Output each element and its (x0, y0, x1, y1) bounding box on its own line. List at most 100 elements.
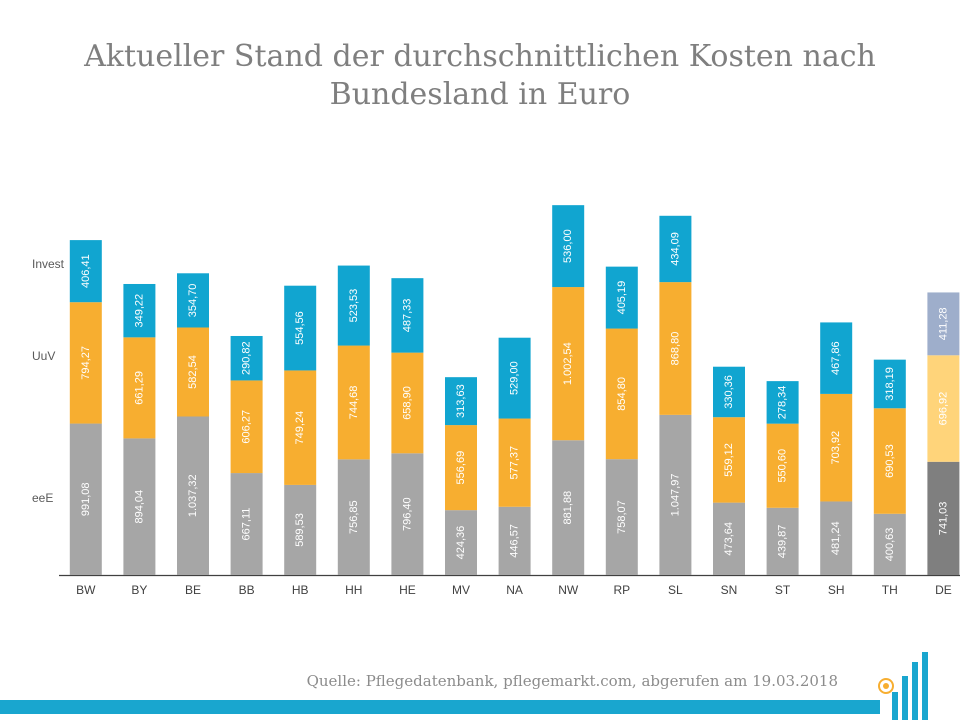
data-label-eee-rp: 758,07 (616, 500, 628, 534)
bar-eee-st (766, 507, 799, 575)
bar-eee-be (177, 416, 209, 575)
data-label-uuv-mv: 556,69 (455, 451, 467, 485)
data-label-uuv-be: 582,54 (187, 355, 199, 389)
bar-invest-na (498, 337, 531, 419)
x-tick-label-de: DE (935, 583, 952, 597)
bar-eee-mv (445, 510, 477, 575)
chart-title: Aktueller Stand der durchschnittlichen K… (0, 38, 960, 114)
bar-eee-he (391, 453, 424, 575)
x-tick-label-by: BY (131, 583, 147, 597)
bar-invest-de (927, 292, 960, 356)
x-tick-label-bw: BW (76, 583, 96, 597)
bar-uuv-sl (659, 282, 692, 415)
bar-eee-sh (820, 501, 853, 575)
data-label-uuv-th: 690,53 (884, 444, 896, 478)
bar-invest-th (873, 359, 906, 409)
x-tick-label-sh: SH (828, 583, 845, 597)
data-label-eee-by: 894,04 (133, 490, 145, 524)
data-label-invest-sh: 467,86 (830, 341, 842, 375)
data-label-eee-mv: 424,36 (455, 526, 467, 560)
data-label-invest-rp: 405,19 (616, 281, 628, 315)
x-tick-label-th: TH (882, 583, 898, 597)
bar-eee-bb (230, 473, 263, 575)
bar-invest-by (123, 283, 156, 338)
data-label-eee-hh: 756,85 (348, 500, 360, 534)
data-label-invest-hb: 554,56 (294, 311, 306, 345)
data-label-eee-nw: 881,88 (562, 491, 574, 525)
bar-invest-st (766, 381, 799, 424)
x-tick-label-rp: RP (613, 583, 630, 597)
data-label-invest-sn: 330,36 (723, 375, 735, 409)
data-label-uuv-rp: 854,80 (616, 377, 628, 411)
bar-uuv-be (177, 327, 209, 417)
data-label-eee-bw: 991,08 (80, 482, 92, 516)
bar-invest-bw (69, 240, 102, 303)
data-label-eee-bb: 667,11 (241, 508, 253, 541)
data-label-invest-de: 411,28 (937, 307, 949, 340)
bar-eee-hh (337, 459, 370, 575)
bar-eee-nw (552, 440, 585, 575)
data-label-uuv-hb: 749,24 (294, 411, 306, 445)
chart-title-line-1: Aktueller Stand der durchschnittlichen K… (84, 39, 876, 74)
data-label-eee-sh: 481,24 (830, 521, 842, 555)
data-label-invest-be: 354,70 (187, 284, 199, 318)
data-label-uuv-de: 696,92 (937, 392, 949, 426)
data-label-uuv-nw: 1.002,54 (562, 342, 574, 385)
data-label-uuv-st: 550,60 (777, 449, 789, 483)
data-label-eee-st: 439,87 (777, 525, 789, 559)
bar-invest-sl (659, 215, 692, 283)
data-label-uuv-sl: 868,80 (669, 332, 681, 366)
data-label-invest-st: 278,34 (777, 386, 789, 420)
bar-uuv-bw (69, 302, 102, 424)
bar-uuv-hb (284, 370, 317, 485)
x-tick-label-sl: SL (668, 583, 683, 597)
data-label-invest-sl: 434,09 (669, 232, 681, 266)
x-tick-label-bb: BB (239, 583, 255, 597)
data-label-uuv-he: 658,90 (401, 386, 413, 420)
legend-label-eee: eeE (32, 491, 53, 505)
data-label-invest-th: 318,19 (884, 367, 896, 401)
bar-uuv-nw (552, 287, 585, 441)
bar-uuv-na (498, 418, 531, 507)
data-label-eee-sl: 1.047,97 (669, 474, 681, 517)
x-tick-label-nw: NW (558, 583, 579, 597)
brand-logo-icon (878, 652, 928, 720)
bar-uuv-st (766, 423, 799, 508)
bar-eee-th (873, 513, 906, 575)
data-label-invest-by: 349,22 (133, 294, 145, 328)
bar-uuv-sn (713, 417, 745, 503)
data-label-invest-mv: 313,63 (455, 384, 467, 418)
bar-invest-hh (337, 265, 370, 346)
bar-eee-sl (659, 414, 692, 575)
bar-uuv-he (391, 352, 424, 454)
bar-uuv-bb (230, 380, 263, 474)
x-tick-label-he: HE (399, 583, 416, 597)
bar-eee-sn (713, 502, 745, 575)
bar-invest-sh (820, 322, 853, 394)
data-label-invest-he: 487,33 (401, 299, 413, 333)
x-tick-label-mv: MV (452, 583, 470, 597)
bar-eee-bw (69, 423, 102, 575)
bar-eee-na (498, 506, 531, 575)
bar-invest-bb (230, 335, 263, 381)
bar-eee-rp (605, 459, 638, 575)
data-label-uuv-na: 577,37 (509, 446, 521, 480)
data-label-eee-sn: 473,64 (723, 522, 735, 556)
bar-invest-mv (445, 377, 477, 426)
bar-invest-rp (605, 266, 638, 329)
bar-invest-nw (552, 205, 585, 288)
data-label-uuv-bb: 606,27 (241, 410, 253, 444)
data-label-uuv-bw: 794,27 (80, 346, 92, 380)
x-tick-label-be: BE (185, 583, 201, 597)
bar-uuv-by (123, 337, 156, 439)
chart-title-line-2: Bundesland in Euro (329, 77, 631, 112)
x-tick-label-sn: SN (721, 583, 738, 597)
bar-uuv-rp (605, 328, 638, 460)
x-tick-label-na: NA (506, 583, 523, 597)
data-label-eee-th: 400,63 (884, 528, 896, 562)
legend-label-invest: Invest (32, 257, 65, 271)
bar-uuv-th (873, 408, 906, 514)
bar-uuv-de (927, 355, 960, 462)
bar-invest-sn (713, 366, 745, 418)
